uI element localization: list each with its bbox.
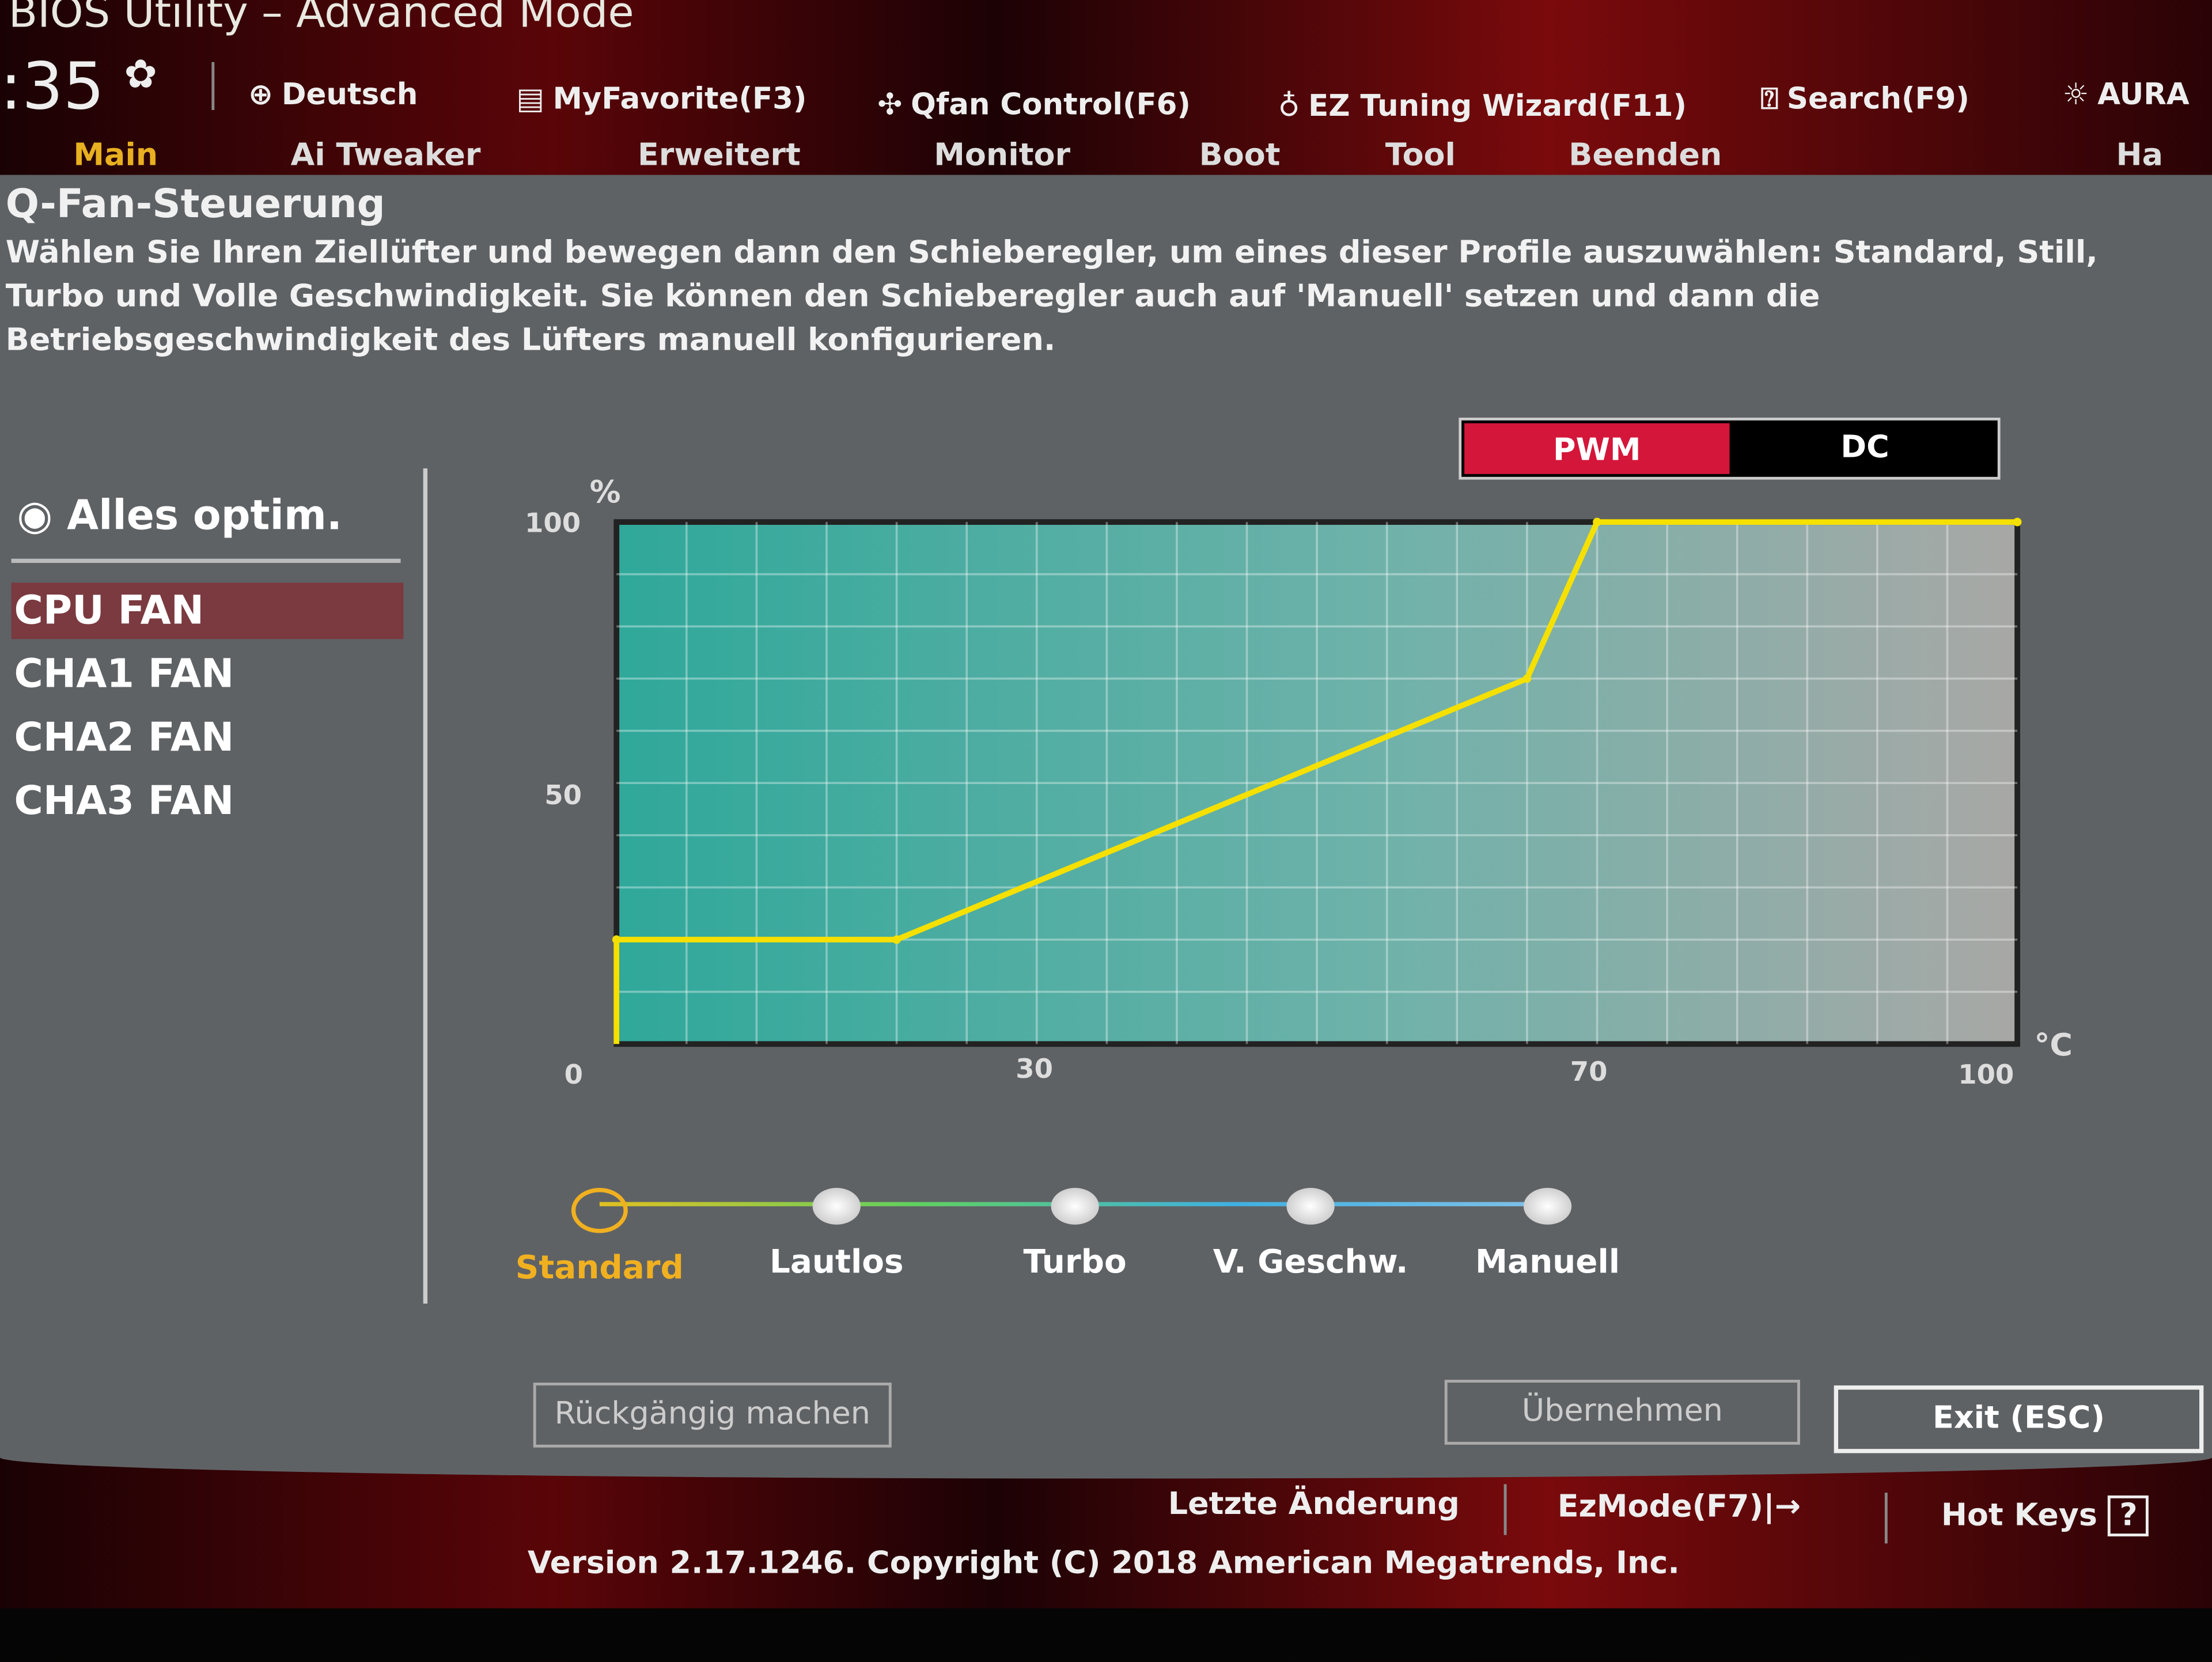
search-button[interactable]: ⍰ Search(F9) xyxy=(1760,82,1969,117)
slider-knob-full-speed[interactable] xyxy=(1286,1188,1335,1225)
label: Deutsch xyxy=(281,77,418,112)
myfavorite-button[interactable]: ▤ MyFavorite(F3) xyxy=(516,82,806,116)
profile-turbo[interactable]: Turbo xyxy=(1023,1244,1127,1281)
y-tick-50: 50 xyxy=(544,779,582,811)
curve-point-4[interactable] xyxy=(2013,517,2022,527)
fan-curve-line xyxy=(613,519,2018,1044)
profile-full-speed[interactable]: V. Geschw. xyxy=(1213,1244,1408,1281)
bulb-icon: ♁ xyxy=(1278,89,1300,123)
bezel xyxy=(0,1608,2212,1662)
ezmode-button[interactable]: EzMode(F7)|→ xyxy=(1557,1490,1801,1525)
label: Hot Keys xyxy=(1941,1498,2098,1534)
gauge-icon: ◉ xyxy=(17,491,67,539)
slider-knob-turbo[interactable] xyxy=(1051,1188,1099,1225)
label: MyFavorite(F3) xyxy=(552,82,807,116)
label: EZ Tuning Wizard(F11) xyxy=(1308,89,1687,123)
fan-icon: ✣ xyxy=(877,87,903,122)
fan-item-cha2[interactable]: CHA2 FAN xyxy=(14,714,234,761)
x-tick-100: 100 xyxy=(1958,1059,2014,1090)
panel-description: Wählen Sie Ihren Ziellüfter und bewegen … xyxy=(5,235,2098,359)
globe-icon: ⊕ xyxy=(248,77,274,112)
x-tick-30: 30 xyxy=(1016,1053,1053,1084)
tab-boot[interactable]: Boot xyxy=(1199,138,1281,174)
label: Search(F9) xyxy=(1786,82,1969,116)
profile-lautlos[interactable]: Lautlos xyxy=(770,1244,904,1281)
last-change-button[interactable]: Letzte Änderung xyxy=(1168,1487,1460,1523)
hotkeys-button[interactable]: Hot Keys ? xyxy=(1941,1495,2149,1536)
fan-item-cha1[interactable]: CHA1 FAN xyxy=(14,650,234,697)
aura-button[interactable]: ☼ AURA xyxy=(2062,78,2189,112)
fan-curve-chart[interactable]: % °C 100 50 0 30 70 100 xyxy=(508,465,2116,1115)
optimize-all-button[interactable]: ◉ Alles optim. xyxy=(17,491,342,539)
ez-tuning-wizard-button[interactable]: ♁ EZ Tuning Wizard(F11) xyxy=(1278,89,1687,123)
tab-tool[interactable]: Tool xyxy=(1385,138,1456,174)
tab-monitor[interactable]: Monitor xyxy=(934,138,1071,174)
divider xyxy=(1503,1484,1507,1535)
help-icon: ? xyxy=(2108,1495,2149,1536)
divider xyxy=(423,468,428,1304)
fan-item-cpu[interactable]: CPU FAN xyxy=(11,582,404,639)
x-tick-70: 70 xyxy=(1570,1056,1608,1087)
search-help-icon: ⍰ xyxy=(1760,82,1779,116)
curve-point-0[interactable] xyxy=(612,935,621,944)
slider-knob-manuell[interactable] xyxy=(1523,1188,1572,1225)
apply-button[interactable]: Übernehmen xyxy=(1444,1380,1800,1445)
y-tick-100: 100 xyxy=(525,507,581,538)
mode-dc[interactable]: DC xyxy=(1840,430,1889,466)
language-button[interactable]: ⊕ Deutsch xyxy=(248,78,418,112)
qfan-control-button[interactable]: ✣ Qfan Control(F6) xyxy=(877,88,1191,122)
slider-knob-standard[interactable] xyxy=(571,1188,628,1233)
profile-slider[interactable]: Standard Lautlos Turbo V. Geschw. Manuel… xyxy=(516,1171,1637,1312)
favorite-icon: ▤ xyxy=(516,82,544,116)
clock: :35 xyxy=(0,48,105,124)
tab-hardware[interactable]: Ha xyxy=(2116,138,2163,174)
gear-icon[interactable]: ✿ xyxy=(124,51,157,97)
copyright-text: Version 2.17.1246. Copyright (C) 2018 Am… xyxy=(527,1546,1680,1582)
y-axis-label: % xyxy=(590,474,621,510)
label: Qfan Control(F6) xyxy=(911,87,1191,122)
fan-item-cha3[interactable]: CHA3 FAN xyxy=(14,777,234,824)
mode-pwm[interactable]: PWM xyxy=(1464,423,1730,474)
divider xyxy=(211,62,215,111)
aura-icon: ☼ xyxy=(2062,77,2089,112)
tab-main[interactable]: Main xyxy=(73,138,158,174)
tab-erweitert[interactable]: Erweitert xyxy=(637,138,801,174)
profile-standard[interactable]: Standard xyxy=(515,1250,684,1287)
divider xyxy=(1884,1493,1888,1544)
tab-beenden[interactable]: Beenden xyxy=(1569,138,1722,174)
curve-point-2[interactable] xyxy=(1522,674,1532,683)
window-title: BIOS Utility – Advanced Mode xyxy=(8,0,634,39)
plot-area xyxy=(613,519,2020,1047)
label: Alles optim. xyxy=(67,491,342,539)
tab-ai-tweaker[interactable]: Ai Tweaker xyxy=(290,138,481,174)
exit-button[interactable]: Exit (ESC) xyxy=(1834,1385,2204,1453)
undo-button[interactable]: Rückgängig machen xyxy=(533,1383,892,1448)
x-axis-label: °C xyxy=(2034,1027,2072,1063)
slider-knob-lautlos[interactable] xyxy=(812,1188,861,1225)
x-tick-0: 0 xyxy=(565,1059,583,1090)
label: AURA xyxy=(2097,77,2190,112)
profile-manuell[interactable]: Manuell xyxy=(1475,1244,1620,1281)
panel-title: Q-Fan-Steuerung xyxy=(5,180,385,228)
mode-toggle[interactable]: PWM DC xyxy=(1459,417,2001,480)
divider xyxy=(11,558,401,563)
curve-point-3[interactable] xyxy=(1593,517,1601,527)
curve-point-1[interactable] xyxy=(892,935,901,944)
